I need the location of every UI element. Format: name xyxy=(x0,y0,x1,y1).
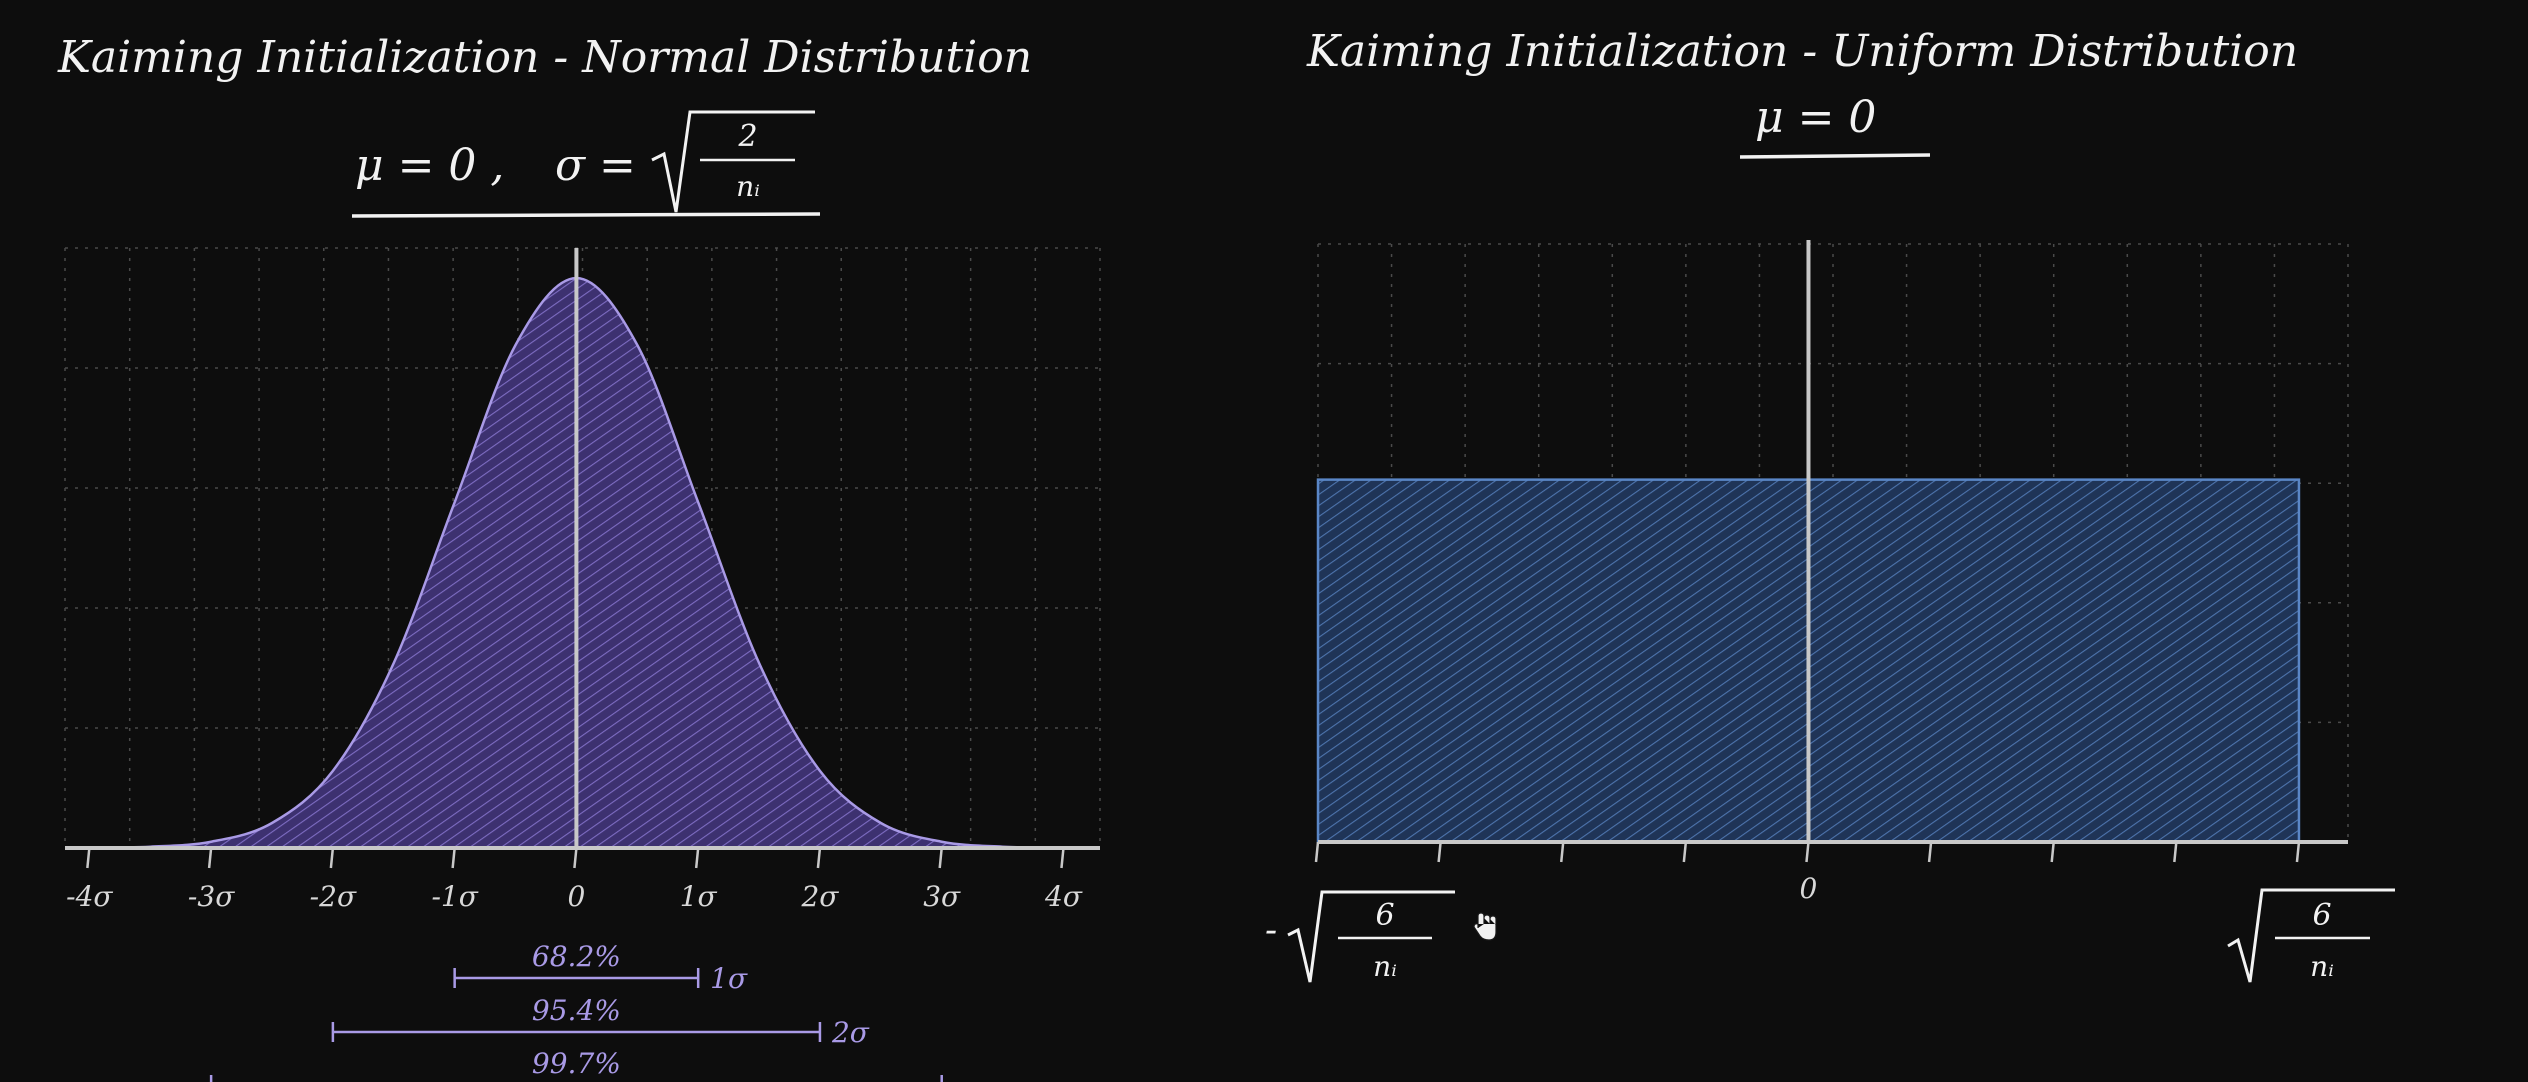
uniform-lower-bound-label: - 6 nᵢ xyxy=(1265,890,1455,983)
uniform-x-tick-mark xyxy=(2173,841,2178,863)
uniform-lower-bound-sign: - xyxy=(1265,910,1277,951)
normal-x-tick-mark xyxy=(86,847,91,869)
uniform-x-tick-mark xyxy=(2295,841,2301,863)
normal-x-tick-mark xyxy=(816,847,822,869)
uniform-formula-mu: μ = 0 xyxy=(1755,92,1876,143)
uniform-upper-bound-label: 6 nᵢ xyxy=(2227,888,2395,983)
normal-interval-percent: 95.4% xyxy=(532,994,621,1027)
uniform-x-tick-mark xyxy=(1437,841,1442,863)
normal-chart-title: Kaiming Initialization - Normal Distribu… xyxy=(57,32,1032,83)
uniform-x-tick-mark xyxy=(2050,841,2055,863)
uniform-x-tick-mark xyxy=(1805,841,1810,863)
normal-x-tick-label: -2σ xyxy=(310,880,357,913)
normal-formula-mu: μ = 0 , xyxy=(355,140,504,191)
uniform-upper-bound-denominator: nᵢ xyxy=(2310,950,2334,983)
normal-x-tick-label: 0 xyxy=(567,880,585,913)
uniform-x-tick-mark xyxy=(1682,841,1688,863)
uniform-x-tick-mark xyxy=(1927,841,1933,863)
uniform-x-tick-label: 0 xyxy=(1800,872,1818,905)
uniform-lower-bound-radical xyxy=(1287,890,1455,983)
normal-x-tick-mark xyxy=(694,847,700,869)
uniform-x-ticks: 0 xyxy=(1314,841,2301,905)
normal-formula-numerator: 2 xyxy=(737,119,757,154)
normal-interval-end-label: 2σ xyxy=(831,1016,870,1049)
normal-x-tick-mark xyxy=(938,847,943,869)
normal-x-tick-mark xyxy=(573,847,578,869)
uniform-x-tick-mark xyxy=(1559,841,1565,863)
normal-formula-radical xyxy=(651,110,815,213)
normal-interval-percent: 99.7% xyxy=(532,1047,621,1080)
uniform-lower-bound-numerator: 6 xyxy=(1375,898,1394,933)
normal-formula: μ = 0 , σ = 2 nᵢ xyxy=(351,110,821,218)
normal-x-tick-label: 1σ xyxy=(680,880,718,913)
normal-x-tick-mark xyxy=(1060,847,1065,869)
normal-x-tick-label: -4σ xyxy=(66,880,113,913)
normal-x-tick-mark xyxy=(329,847,335,869)
normal-x-tick-label: 2σ xyxy=(800,880,839,913)
uniform-lower-bound-denominator: nᵢ xyxy=(1373,950,1397,983)
normal-x-ticks: -4σ -3σ -2σ -1σ 0 1σ 2σ 3σ 4σ xyxy=(66,847,1083,913)
normal-formula-denominator: nᵢ xyxy=(736,170,760,203)
uniform-formula-underline xyxy=(1739,153,1931,159)
normal-interval-end-label: 1σ xyxy=(710,962,748,995)
normal-formula-underline xyxy=(351,212,821,218)
uniform-x-tick-mark xyxy=(1314,841,1320,863)
normal-intervals: 68.2% 1σ 95.4% 2σ 99.7% xyxy=(209,940,943,1082)
normal-x-tick-label: 4σ xyxy=(1044,880,1083,913)
normal-x-tick-mark xyxy=(207,847,213,869)
normal-formula-sigma: σ = xyxy=(555,140,636,191)
normal-x-tick-label: -3σ xyxy=(188,880,235,913)
hand-cursor-icon xyxy=(1473,912,1497,941)
uniform-upper-bound-numerator: 6 xyxy=(2312,898,2331,933)
normal-x-tick-mark xyxy=(451,847,456,869)
normal-x-tick-label: -1σ xyxy=(431,880,478,913)
uniform-chart-title: Kaiming Initialization - Uniform Distrib… xyxy=(1306,26,2298,77)
uniform-upper-bound-radical xyxy=(2227,888,2395,983)
uniform-chart: Kaiming Initialization - Uniform Distrib… xyxy=(1265,26,2395,983)
normal-x-tick-label: 3σ xyxy=(923,880,961,913)
normal-interval-percent: 68.2% xyxy=(532,940,621,973)
normal-chart: Kaiming Initialization - Normal Distribu… xyxy=(57,32,1101,1082)
